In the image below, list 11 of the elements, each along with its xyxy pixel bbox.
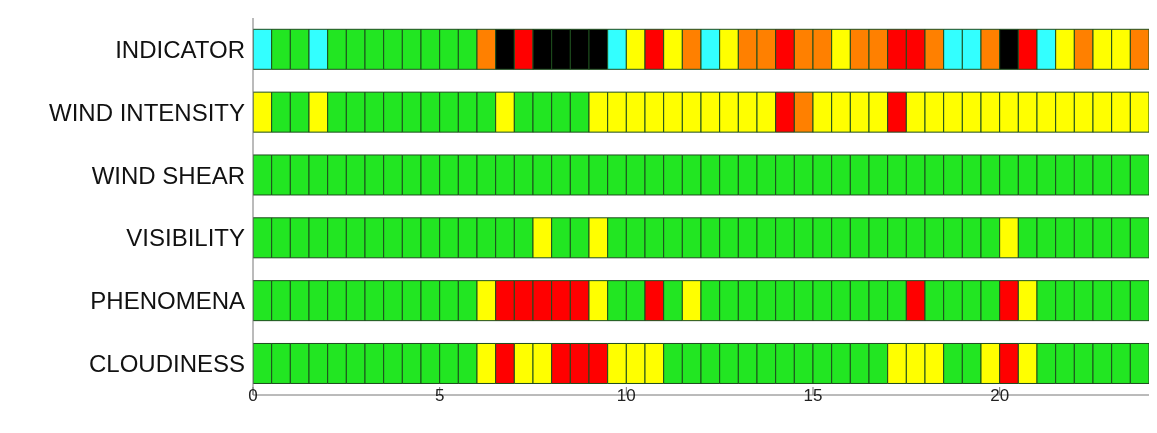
y-tick-label: PHENOMENA (90, 287, 245, 315)
y-tick-label: VISIBILITY (126, 224, 245, 252)
y-tick-label: WIND SHEAR (91, 161, 245, 189)
x-tick-label: 5 (434, 386, 445, 406)
y-tick-label: CLOUDINESS (88, 350, 245, 378)
y-tick-label: WIND INTENSITY (49, 98, 245, 126)
y-tick-label: INDICATOR (115, 35, 245, 63)
x-tick-label: 20 (990, 386, 1010, 406)
x-tick-label: 0 (248, 386, 258, 406)
x-tick-label: 10 (616, 386, 636, 406)
x-tick-label: 15 (803, 386, 823, 406)
